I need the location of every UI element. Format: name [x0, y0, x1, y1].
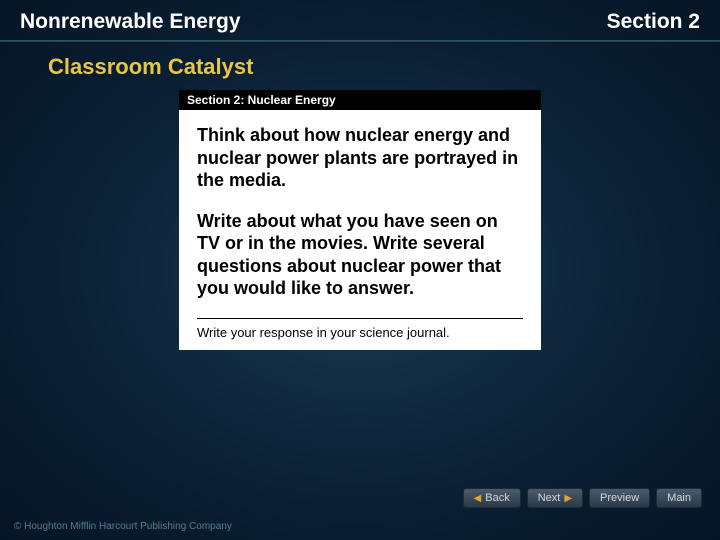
journal-note: Write your response in your science jour… — [197, 325, 523, 340]
next-label: Next — [538, 492, 561, 504]
copyright: © Houghton Mifflin Harcourt Publishing C… — [14, 521, 232, 532]
next-button[interactable]: Next ▶ — [527, 488, 583, 508]
content-box: Section 2: Nuclear Energy Think about ho… — [179, 90, 541, 350]
paragraph-1: Think about how nuclear energy and nucle… — [197, 124, 523, 192]
divider-line — [197, 318, 523, 319]
back-arrow-icon: ◀ — [474, 493, 482, 504]
back-label: Back — [485, 492, 509, 504]
main-button[interactable]: Main — [656, 488, 702, 508]
next-arrow-icon: ▶ — [564, 493, 572, 504]
preview-button[interactable]: Preview — [589, 488, 650, 508]
preview-label: Preview — [600, 492, 639, 504]
nav-bar: ◀ Back Next ▶ Preview Main — [463, 488, 702, 508]
section-label: Section 2 — [607, 10, 700, 34]
header: Nonrenewable Energy Section 2 — [0, 0, 720, 40]
section-bar: Section 2: Nuclear Energy — [179, 90, 541, 110]
back-button[interactable]: ◀ Back — [463, 488, 521, 508]
main-label: Main — [667, 492, 691, 504]
content-body: Think about how nuclear energy and nucle… — [179, 110, 541, 350]
subtitle: Classroom Catalyst — [0, 42, 720, 90]
paragraph-2: Write about what you have seen on TV or … — [197, 210, 523, 300]
page-title: Nonrenewable Energy — [20, 10, 241, 34]
